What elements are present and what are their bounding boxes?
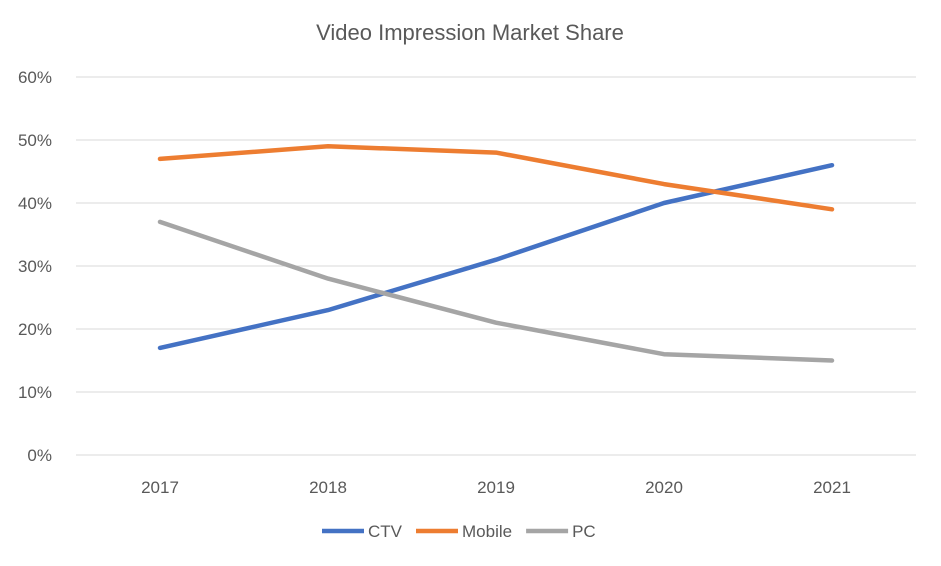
x-tick-label: 2021 xyxy=(813,478,851,497)
y-tick-label: 20% xyxy=(18,320,52,339)
y-tick-label: 30% xyxy=(18,257,52,276)
y-tick-label: 60% xyxy=(18,68,52,87)
x-tick-label: 2017 xyxy=(141,478,179,497)
x-tick-label: 2018 xyxy=(309,478,347,497)
legend-label-ctv: CTV xyxy=(368,522,403,541)
y-tick-label: 10% xyxy=(18,383,52,402)
gridlines xyxy=(76,76,916,456)
series-lines xyxy=(157,144,835,363)
series-line-pc xyxy=(157,219,835,363)
x-tick-label: 2019 xyxy=(477,478,515,497)
legend-label-pc: PC xyxy=(572,522,596,541)
y-axis: 0% 10% 20% 30% 40% 50% 60% xyxy=(18,68,52,465)
y-tick-label: 50% xyxy=(18,131,52,150)
x-axis: 2017 2018 2019 2020 2021 xyxy=(141,478,851,497)
chart-title: Video Impression Market Share xyxy=(316,20,624,45)
y-tick-label: 0% xyxy=(27,446,52,465)
legend: CTV Mobile PC xyxy=(322,522,596,541)
series-line-mobile xyxy=(157,144,835,212)
legend-label-mobile: Mobile xyxy=(462,522,512,541)
y-tick-label: 40% xyxy=(18,194,52,213)
x-tick-label: 2020 xyxy=(645,478,683,497)
